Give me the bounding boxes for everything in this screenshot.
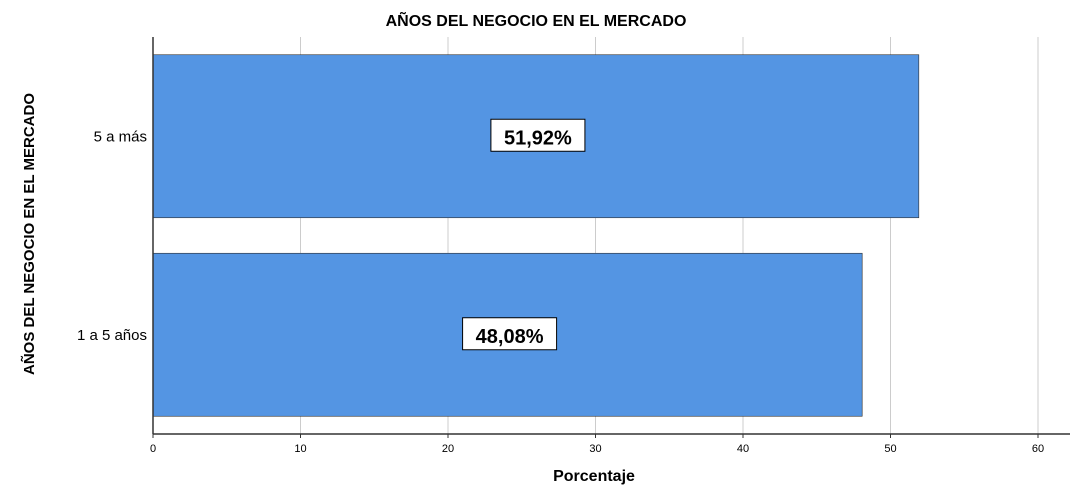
x-tick-label-10: 10 xyxy=(294,443,306,455)
x-tick-label-60: 60 xyxy=(1032,443,1044,455)
category-label-0: 5 a más xyxy=(94,128,147,145)
x-tick-label-40: 40 xyxy=(737,443,749,455)
category-label-1: 1 a 5 años xyxy=(77,327,147,344)
data-label-0: 51,92% xyxy=(490,118,586,152)
chart-title: AÑOS DEL NEGOCIO EN EL MERCADO xyxy=(386,10,687,30)
data-label-box-0 xyxy=(490,118,586,152)
x-tick-label-20: 20 xyxy=(442,443,454,455)
x-axis-label: Porcentaje xyxy=(553,468,635,485)
y-axis-label: AÑOS DEL NEGOCIO EN EL MERCADO xyxy=(20,93,38,375)
x-tick-label-50: 50 xyxy=(884,443,896,455)
data-label-text-1: 48,08% xyxy=(476,326,544,348)
axes xyxy=(152,37,1070,435)
data-labels: 51,92% 48,08% xyxy=(462,118,586,351)
x-ticks: 0 10 20 30 40 50 60 xyxy=(150,434,1044,455)
x-tick-label-30: 30 xyxy=(589,443,601,455)
x-tick-label-0: 0 xyxy=(150,443,156,455)
data-label-text-0: 51,92% xyxy=(504,127,572,149)
bars xyxy=(152,54,920,417)
data-label-1: 48,08% xyxy=(462,317,558,351)
data-label-box-1 xyxy=(462,317,558,351)
category-labels: 5 a más 1 a 5 años xyxy=(77,128,147,344)
